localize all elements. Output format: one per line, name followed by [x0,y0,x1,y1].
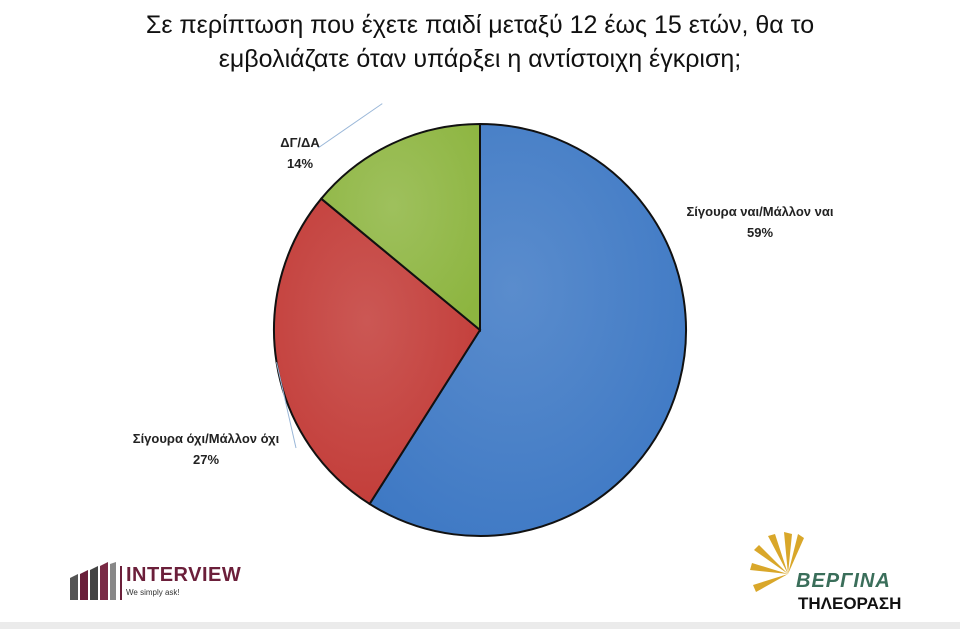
slice-label-yes-value: 59% [746,225,774,240]
pie-slice-yes [368,122,687,537]
interview-name: INTERVIEW [126,564,242,586]
slice-label-no: Σίγουρα όχι/Μάλλον όχι 27% [96,428,316,470]
interview-tagline: We simply ask! [126,588,180,597]
vergina-logo: ΒΕΡΓΙΝΑ ΤΗΛΕΟΡΑΣΗ [748,526,918,616]
vergina-brand: ΒΕΡΓΙΝΑ [796,570,891,592]
interview-separator [120,566,122,600]
slice-label-dk-name: ΔΓ/ΔΑ [280,135,320,150]
slice-label-dk-value: 14% [286,156,314,171]
sun-rays-icon [750,532,804,592]
pie-slice-dk [319,122,481,333]
vergina-sub: ΤΗΛΕΟΡΑΣΗ [798,594,902,613]
slice-label-yes-name: Σίγουρα ναι/Μάλλον ναι [686,204,834,219]
chart-title-line-2: εμβολιάζατε όταν υπάρξει η αντίστοιχη έγ… [218,45,742,73]
leader-line-0 [276,362,297,449]
slice-label-no-name: Σίγουρα όχι/Μάλλον όχι [132,431,280,446]
chart-title: Σε περίπτωση που έχετε παιδί μεταξύ 12 έ… [0,8,960,76]
slice-label-dk: ΔΓ/ΔΑ 14% [240,132,360,174]
leader-line-1 [317,103,383,149]
interview-logo: INTERVIEW We simply ask! [68,562,288,602]
slice-label-yes: Σίγουρα ναι/Μάλλον ναι 59% [640,201,880,243]
slice-label-no-value: 27% [192,452,220,467]
interview-bars-icon [70,562,116,600]
chart-title-line-1: Σε περίπτωση που έχετε παιδί μεταξύ 12 έ… [145,11,815,39]
